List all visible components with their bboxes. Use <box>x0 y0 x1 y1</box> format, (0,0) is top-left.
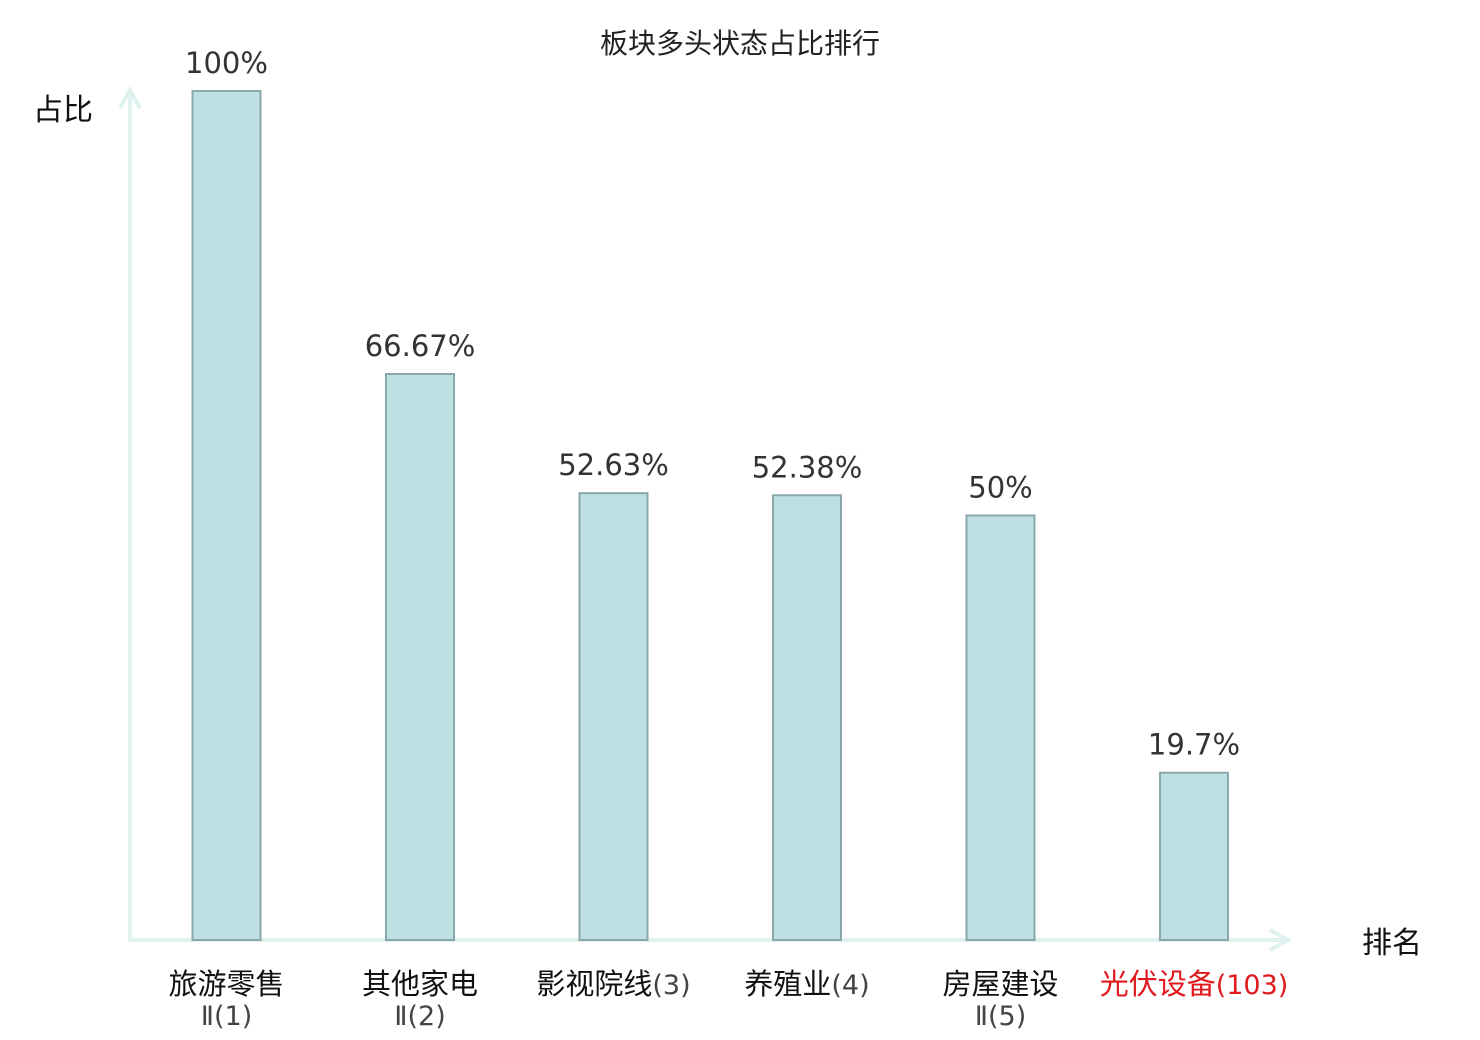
category-label-3: 影视院线(3) <box>536 967 690 1001</box>
category-label-5: 房屋建设 <box>942 967 1058 1001</box>
category-sublabel-5: Ⅱ(5) <box>975 1001 1027 1032</box>
value-label-6: 19.7% <box>1148 728 1240 762</box>
value-label-5: 50% <box>968 471 1032 505</box>
value-label-3: 52.63% <box>558 448 669 482</box>
axes <box>118 85 1293 952</box>
value-labels: 100% 66.67% 52.63% 52.38% 50% 19.7% <box>185 46 1240 762</box>
chart-title: 板块多头状态占比排行 <box>600 27 880 60</box>
bar-6 <box>1159 771 1229 942</box>
bar-5 <box>965 514 1036 941</box>
category-sublabel-2: Ⅱ(2) <box>394 1001 446 1032</box>
value-label-1: 100% <box>185 46 268 80</box>
value-label-2: 66.67% <box>365 329 476 363</box>
bars <box>191 90 1229 942</box>
bar-4 <box>772 494 842 941</box>
category-label-2: 其他家电 <box>362 967 478 1001</box>
category-sublabel-1: Ⅱ(1) <box>201 1001 253 1032</box>
x-axis-arrow-icon <box>1269 928 1293 952</box>
category-label-4: 养殖业(4) <box>744 967 869 1001</box>
category-label-6: 光伏设备(103) <box>1100 967 1289 1001</box>
bar-3 <box>578 492 649 941</box>
value-label-4: 52.38% <box>752 450 863 484</box>
y-axis-arrow-icon <box>118 85 142 109</box>
x-axis-label: 排名 <box>1362 926 1422 961</box>
bar-1 <box>191 90 262 941</box>
bar-2 <box>385 372 455 942</box>
y-axis-label: 占比 <box>33 93 93 128</box>
category-label-1: 旅游零售 <box>168 967 284 1001</box>
